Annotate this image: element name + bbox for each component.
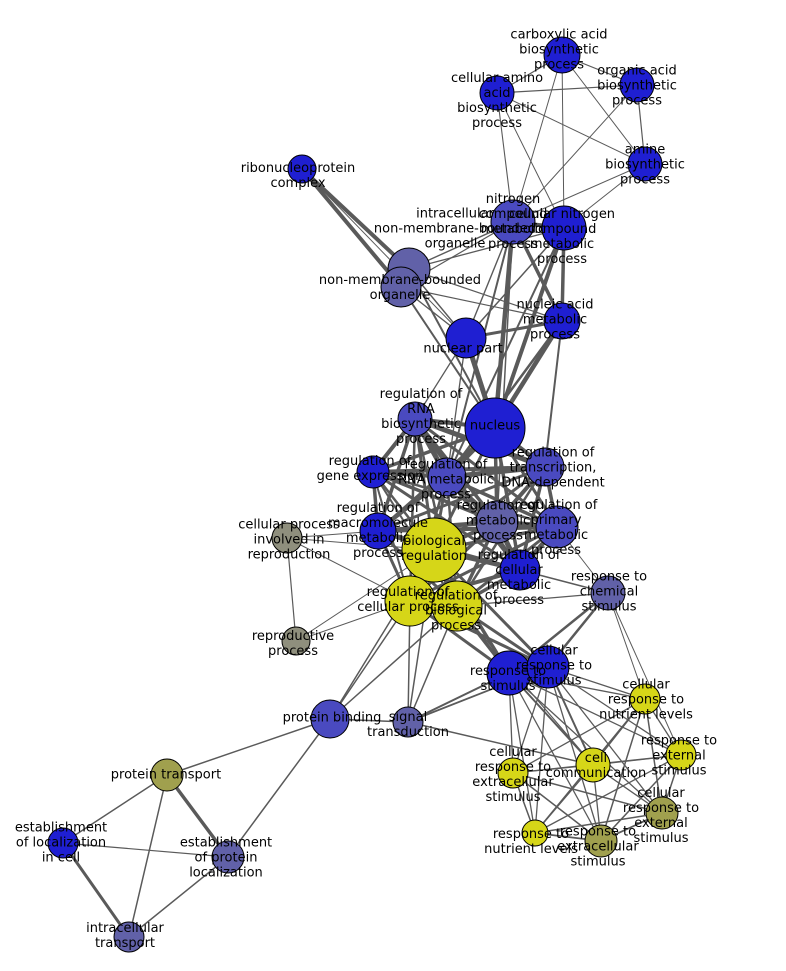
- graph-edge: [61, 841, 131, 939]
- graph-node-regulation-of-cellular-metabolic-process[interactable]: [499, 549, 541, 591]
- graph-node-response-to-external-stimulus[interactable]: [665, 739, 697, 771]
- graph-node-regulation-of-rna-biosynthetic-process[interactable]: [397, 401, 433, 437]
- graph-node-response-to-extracellular-stimulus[interactable]: [584, 824, 618, 858]
- graph-edge: [512, 163, 646, 223]
- graph-node-cellular-response-to-nutrient-levels[interactable]: [629, 683, 661, 715]
- graph-edge: [561, 54, 646, 165]
- graph-node-regulation-of-cellular-process[interactable]: [384, 575, 436, 627]
- graph-edge: [508, 672, 663, 814]
- graph-node-amine-biosynthetic-process[interactable]: [627, 146, 663, 182]
- graph-edge: [534, 666, 549, 834]
- graph-node-response-to-stimulus[interactable]: [486, 650, 532, 696]
- graph-edge: [128, 856, 229, 938]
- graph-edge: [300, 167, 411, 271]
- graph-node-nucleic-acid-metabolic-process[interactable]: [543, 302, 581, 340]
- graph-edge: [496, 84, 638, 94]
- graph-node-cellular-nitrogen-compound-metabolic-process[interactable]: [541, 205, 587, 251]
- graph-edge: [544, 320, 563, 468]
- graph-node-establishment-of-localization-in-cell[interactable]: [47, 827, 79, 859]
- graph-edge: [408, 268, 563, 322]
- graph-node-biological-regulation[interactable]: [401, 517, 467, 583]
- graph-node-regulation-of-rna-metabolic-process[interactable]: [427, 457, 467, 497]
- graph-node-ribonucleoprotein-complex[interactable]: [287, 154, 317, 184]
- graph-node-reproductive-process[interactable]: [281, 626, 311, 656]
- graph-node-cellular-response-to-extracellular-stimulus[interactable]: [497, 757, 529, 789]
- graph-node-cellular-response-to-external-stimulus[interactable]: [645, 796, 679, 830]
- graph-edge: [165, 773, 230, 859]
- graph-edge: [512, 772, 602, 842]
- graph-edge: [408, 525, 559, 603]
- graph-edge: [62, 774, 168, 844]
- graph-node-cellular-response-to-stimulus[interactable]: [526, 645, 570, 689]
- graph-node-regulation-of-transcription-dna-dependent[interactable]: [525, 447, 565, 487]
- graph-node-cell-communication[interactable]: [575, 747, 611, 783]
- graph-edge: [607, 592, 682, 756]
- graph-edge: [534, 812, 663, 834]
- graph-edge: [166, 718, 331, 776]
- graph-edge: [508, 672, 602, 842]
- nodes-layer: [47, 36, 697, 953]
- graph-node-cellular-amino-acid-biosynthetic-process[interactable]: [479, 75, 515, 111]
- edges-layer: [61, 54, 682, 939]
- graph-node-response-to-chemical-stimulus[interactable]: [590, 575, 626, 611]
- graph-edge: [512, 772, 663, 814]
- graph-edge: [547, 666, 663, 814]
- graph-edge: [62, 842, 229, 858]
- graph-edge: [534, 754, 682, 834]
- graph-node-regulation-of-biological-process[interactable]: [431, 580, 483, 632]
- graph-edge: [508, 672, 536, 834]
- graph-node-establishment-of-protein-localization[interactable]: [211, 840, 245, 874]
- graph-edge: [371, 470, 499, 524]
- graph-edge: [512, 698, 646, 774]
- graph-edge: [286, 537, 297, 642]
- graph-edge: [607, 592, 646, 700]
- graph-edge: [547, 666, 682, 756]
- graph-edge: [512, 54, 563, 223]
- graph-edge: [408, 227, 565, 270]
- graph-edge: [512, 84, 638, 223]
- graph-edge: [496, 92, 565, 229]
- graph-node-nucleus[interactable]: [464, 397, 526, 459]
- graph-edge: [400, 286, 563, 322]
- graph-edge: [508, 672, 682, 756]
- graph-edge: [329, 605, 458, 720]
- graph-edge: [445, 319, 564, 479]
- graph-edge: [227, 718, 331, 858]
- graph-node-protein-transport[interactable]: [150, 758, 184, 792]
- graph-edge: [300, 167, 403, 289]
- graph-node-carboxylic-acid-biosynthetic-process[interactable]: [543, 36, 581, 74]
- graph-node-non-membrane-bounded-organelle[interactable]: [380, 266, 422, 308]
- graph-edge: [492, 219, 516, 431]
- graph-edge: [600, 698, 646, 842]
- graph-edge: [301, 168, 467, 339]
- graph-node-regulation-of-metabolic-process[interactable]: [475, 500, 519, 544]
- graph-node-regulation-of-primary-metabolic-process[interactable]: [535, 505, 579, 549]
- graph-node-cellular-process-involved-in-reproduction[interactable]: [271, 522, 303, 554]
- graph-edge: [371, 470, 559, 529]
- graph-edge: [644, 698, 663, 814]
- graph-node-intracellular-transport[interactable]: [113, 921, 145, 953]
- graph-node-response-to-nutrient-levels[interactable]: [521, 819, 549, 847]
- graph-node-nitrogen-compound-metabolic-process[interactable]: [490, 199, 536, 245]
- graph-node-protein-binding[interactable]: [310, 699, 350, 739]
- graph-edge: [561, 54, 565, 229]
- graph-edge: [446, 337, 467, 478]
- graph-node-nuclear-part[interactable]: [445, 317, 487, 359]
- graph-node-organic-acid-biosynthetic-process[interactable]: [619, 67, 655, 103]
- graph-edge: [407, 721, 594, 766]
- graph-edge: [128, 774, 168, 938]
- graph-edge: [496, 92, 646, 165]
- graph-edge: [547, 666, 602, 842]
- graph-edge: [376, 525, 559, 533]
- graph-edge: [465, 227, 565, 339]
- graph-node-regulation-of-macromolecule-metabolic-process[interactable]: [359, 512, 397, 550]
- graph-node-signal-transduction[interactable]: [392, 706, 424, 738]
- graph-node-regulation-of-gene-expression[interactable]: [356, 455, 390, 489]
